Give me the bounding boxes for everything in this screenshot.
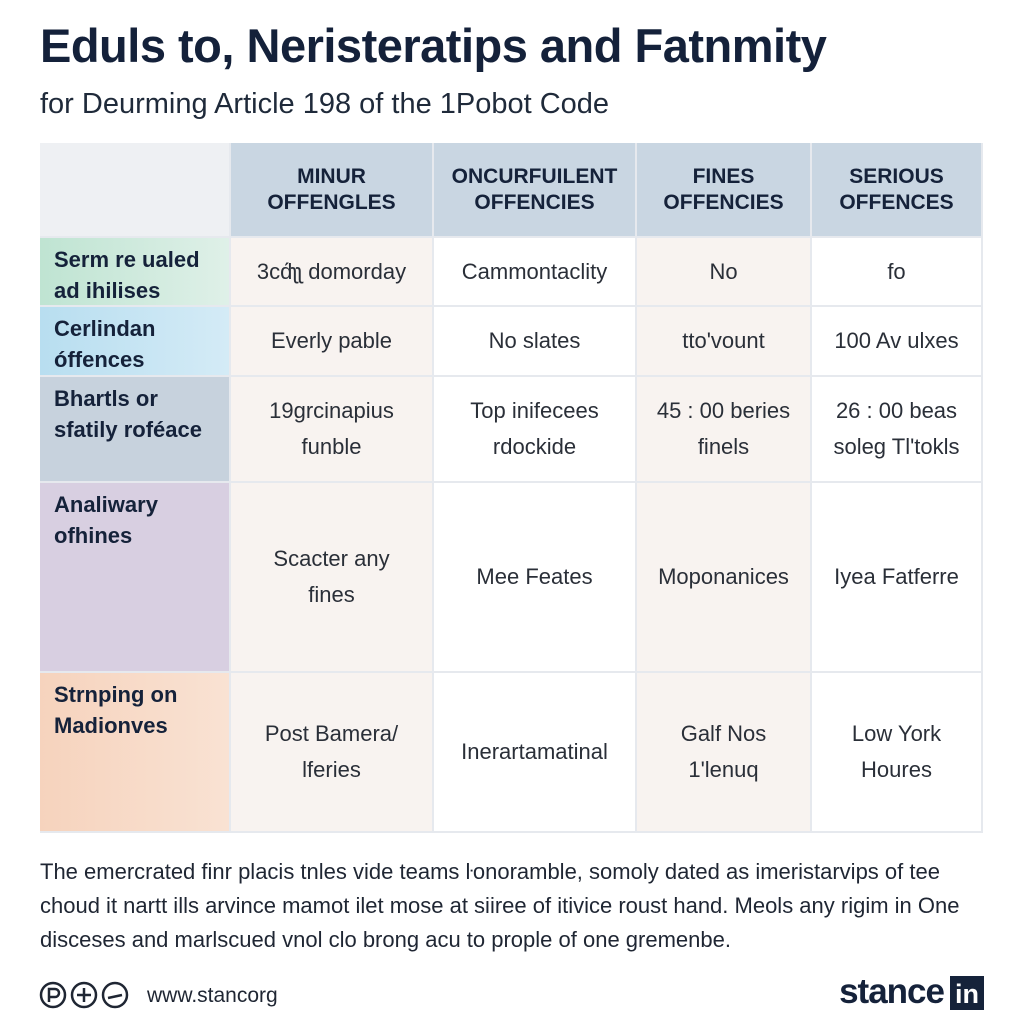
- column-header: SERIOUS OFFENCES: [812, 143, 983, 238]
- row-header: Analiwary ofhines: [40, 483, 231, 673]
- table-cell: Low York Houres: [812, 673, 983, 833]
- column-header: ONCURFUILENT OFFENCIES: [434, 143, 637, 238]
- column-header: FINES OFFENCIES: [637, 143, 812, 238]
- brand-badge: in: [950, 976, 984, 1010]
- subtitle: for Deurming Article 198 of the 1Pobot C…: [40, 88, 610, 120]
- table-cell: Cammontaclity: [434, 238, 637, 307]
- footer-url: www.stancorg: [147, 984, 278, 1007]
- paragraph: The emercrated finr placis tnles vide te…: [40, 855, 960, 957]
- table-cell: Iyea Fatferre: [812, 483, 983, 673]
- row-header: Strnping on Madionves: [40, 673, 231, 833]
- license-icons: [39, 981, 129, 1009]
- table-cell: Scacter any fines: [231, 483, 434, 673]
- table-cell: Mee Feates: [434, 483, 637, 673]
- paragraph-line: The emercrated finr placis tnles vide te…: [40, 859, 940, 884]
- table-cell: 100 Av ulxes: [812, 307, 983, 377]
- table-cell: Inerartamatinal: [434, 673, 637, 833]
- table-cell: No slates: [434, 307, 637, 377]
- row-header: Cerlindan óffences: [40, 307, 231, 377]
- table-cell: fo: [812, 238, 983, 307]
- table: MINUR OFFENGLES ONCURFUILENT OFFENCIES FIN…: [40, 143, 983, 833]
- row-header: Serm re ualed ad ihilises: [40, 238, 231, 307]
- table-cell: tto'vount: [637, 307, 812, 377]
- table-cell: Top inifecees rdockide: [434, 377, 637, 483]
- table-cell: Galf Nos 1'lenuq: [637, 673, 812, 833]
- paragraph-line: choud it nartt ills arvince mamot ilet m…: [40, 893, 960, 918]
- table-cell: No: [637, 238, 812, 307]
- corner-cell: [40, 143, 231, 238]
- table-cell: 19grcinapius funble: [231, 377, 434, 483]
- column-header: MINUR OFFENGLES: [231, 143, 434, 238]
- table-cell: Post Bamera/ lferies: [231, 673, 434, 833]
- table-cell: Moponanices: [637, 483, 812, 673]
- paragraph-line: disceses and marlscued vnol clo brong ac…: [40, 927, 731, 952]
- table-cell: 3cd́ʅʅ domorday: [231, 238, 434, 307]
- brand: stance: [839, 972, 945, 1011]
- title: Eduls to, Neristeratips and Fatnmity: [40, 19, 827, 72]
- table-cell: 45 : 00 beries finels: [637, 377, 812, 483]
- table-cell: 26 : 00 beas soleg Tl'tokls: [812, 377, 983, 483]
- row-header: Bhartls or sfatily roféace: [40, 377, 231, 483]
- table-cell: Everly pable: [231, 307, 434, 377]
